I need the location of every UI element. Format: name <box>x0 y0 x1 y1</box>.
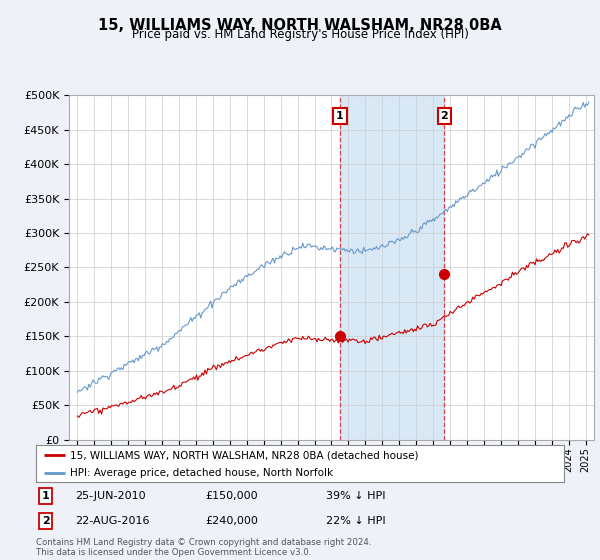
Text: 1: 1 <box>41 491 49 501</box>
Text: 2: 2 <box>41 516 49 526</box>
Text: 39% ↓ HPI: 39% ↓ HPI <box>326 491 386 501</box>
Text: 15, WILLIAMS WAY, NORTH WALSHAM, NR28 0BA (detached house): 15, WILLIAMS WAY, NORTH WALSHAM, NR28 0B… <box>70 450 419 460</box>
Text: 22-AUG-2016: 22-AUG-2016 <box>76 516 150 526</box>
Text: 1: 1 <box>336 111 344 121</box>
Text: Contains HM Land Registry data © Crown copyright and database right 2024.
This d: Contains HM Land Registry data © Crown c… <box>36 538 371 557</box>
Text: Price paid vs. HM Land Registry's House Price Index (HPI): Price paid vs. HM Land Registry's House … <box>131 28 469 41</box>
Text: 2: 2 <box>440 111 448 121</box>
Text: HPI: Average price, detached house, North Norfolk: HPI: Average price, detached house, Nort… <box>70 468 334 478</box>
Text: 22% ↓ HPI: 22% ↓ HPI <box>326 516 386 526</box>
Bar <box>340 95 445 440</box>
Text: £240,000: £240,000 <box>205 516 258 526</box>
Text: 25-JUN-2010: 25-JUN-2010 <box>76 491 146 501</box>
Text: £150,000: £150,000 <box>205 491 257 501</box>
Text: 15, WILLIAMS WAY, NORTH WALSHAM, NR28 0BA: 15, WILLIAMS WAY, NORTH WALSHAM, NR28 0B… <box>98 18 502 33</box>
